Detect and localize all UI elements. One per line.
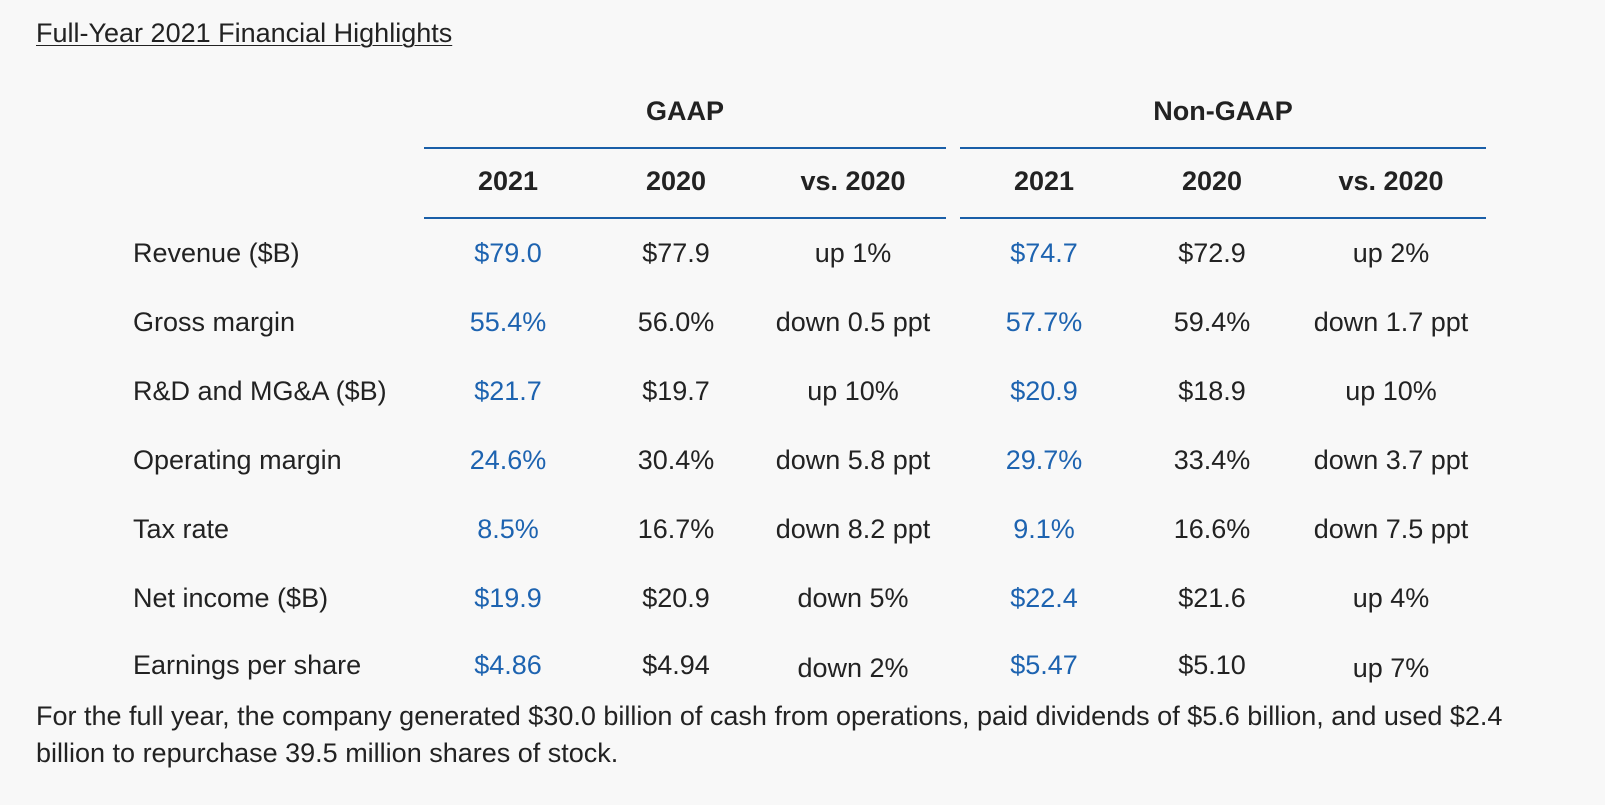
page-title: Full-Year 2021 Financial Highlights bbox=[36, 18, 453, 48]
table-cell: $21.6 bbox=[1178, 583, 1246, 613]
row-label-tax-rate: Tax rate bbox=[133, 514, 230, 544]
table-cell: down 2% bbox=[797, 653, 909, 683]
gaap-group-header: GAAP bbox=[645, 96, 724, 126]
row-label-gross-margin: Gross margin bbox=[133, 307, 296, 337]
table-cell: down 3.7 ppt bbox=[1313, 445, 1469, 475]
table-cell: $4.86 bbox=[474, 650, 542, 680]
table-cell: $19.7 bbox=[642, 376, 710, 406]
table-cell: $79.0 bbox=[474, 238, 542, 268]
table-cell: down 5% bbox=[797, 583, 909, 613]
col-head-non-gaap-vs-2020: vs. 2020 bbox=[1338, 166, 1444, 196]
table-cell: $20.9 bbox=[642, 583, 710, 613]
table-cell: up 10% bbox=[1345, 376, 1437, 406]
table-cell: up 2% bbox=[1352, 238, 1430, 268]
col-head-gaap-2021: 2021 bbox=[477, 166, 539, 196]
row-label-operating-margin: Operating margin bbox=[133, 445, 342, 475]
table-cell: $72.9 bbox=[1178, 238, 1246, 268]
table-cell: 9.1% bbox=[1013, 514, 1075, 544]
table-cell: $20.9 bbox=[1010, 376, 1078, 406]
table-cell: 33.4% bbox=[1173, 445, 1251, 475]
table-cell: $19.9 bbox=[474, 583, 542, 613]
non-gaap-group-header: Non-GAAP bbox=[1153, 96, 1293, 126]
table-cell: 55.4% bbox=[469, 307, 547, 337]
table-cell: $77.9 bbox=[642, 238, 710, 268]
table-cell: 16.7% bbox=[637, 514, 715, 544]
table-cell: up 7% bbox=[1352, 653, 1430, 683]
table-cell: $5.10 bbox=[1178, 650, 1246, 680]
table-cell: 57.7% bbox=[1005, 307, 1083, 337]
table-cell: $18.9 bbox=[1178, 376, 1246, 406]
table-cell: down 8.2 ppt bbox=[775, 514, 931, 544]
table-cell: down 7.5 ppt bbox=[1313, 514, 1469, 544]
row-label-revenue: Revenue ($B) bbox=[133, 238, 300, 268]
gaap-top-rule bbox=[424, 147, 946, 149]
table-cell: $5.47 bbox=[1010, 650, 1078, 680]
table-cell: 24.6% bbox=[469, 445, 547, 475]
table-cell: up 1% bbox=[814, 238, 892, 268]
table-cell: 30.4% bbox=[637, 445, 715, 475]
table-cell: down 5.8 ppt bbox=[775, 445, 931, 475]
row-label-rd-mga: R&D and MG&A ($B) bbox=[133, 376, 387, 406]
table-cell: up 4% bbox=[1352, 583, 1430, 613]
summary-paragraph: For the full year, the company generated… bbox=[36, 701, 1503, 768]
table-cell: down 1.7 ppt bbox=[1313, 307, 1469, 337]
table-cell: 59.4% bbox=[1173, 307, 1251, 337]
gaap-bottom-rule bbox=[424, 217, 946, 219]
table-cell: down 0.5 ppt bbox=[775, 307, 931, 337]
non-gaap-bottom-rule bbox=[960, 217, 1486, 219]
table-cell: 56.0% bbox=[637, 307, 715, 337]
non-gaap-top-rule bbox=[960, 147, 1486, 149]
col-head-non-gaap-2021: 2021 bbox=[1013, 166, 1075, 196]
col-head-non-gaap-2020: 2020 bbox=[1181, 166, 1243, 196]
table-cell: $74.7 bbox=[1010, 238, 1078, 268]
table-cell: 8.5% bbox=[477, 514, 539, 544]
table-cell: 29.7% bbox=[1005, 445, 1083, 475]
table-cell: $21.7 bbox=[474, 376, 542, 406]
table-cell: $4.94 bbox=[642, 650, 710, 680]
row-label-net-income: Net income ($B) bbox=[133, 583, 329, 613]
table-cell: up 10% bbox=[807, 376, 899, 406]
row-label-eps: Earnings per share bbox=[133, 650, 362, 680]
table-cell: 16.6% bbox=[1173, 514, 1251, 544]
col-head-gaap-2020: 2020 bbox=[645, 166, 707, 196]
table-cell: $22.4 bbox=[1010, 583, 1078, 613]
col-head-gaap-vs-2020: vs. 2020 bbox=[800, 166, 906, 196]
